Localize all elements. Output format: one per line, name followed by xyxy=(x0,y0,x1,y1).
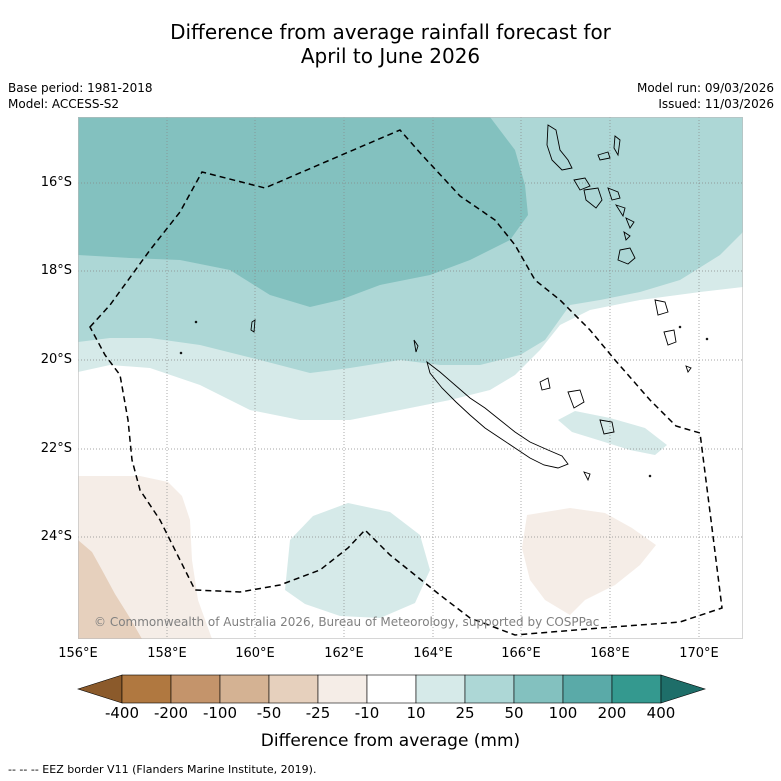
lon-label-160e: 160°E xyxy=(235,646,275,661)
colorbar-swatch xyxy=(170,674,221,704)
colorbar xyxy=(77,674,706,704)
colorbar-swatch xyxy=(464,674,515,704)
model-name: Model: ACCESS-S2 xyxy=(8,97,120,111)
map-gridlines xyxy=(78,117,743,639)
colorbar-tick: 50 xyxy=(504,704,524,722)
colorbar-extend-low xyxy=(77,674,123,704)
lon-label-162e: 162°E xyxy=(324,646,364,661)
colorbar-title: Difference from average (mm) xyxy=(260,731,521,751)
colorbar-tick: -25 xyxy=(305,704,331,722)
colorbar-tick: 200 xyxy=(597,704,627,722)
colorbar-tick: 100 xyxy=(548,704,578,722)
colorbar-tick: 400 xyxy=(646,704,676,722)
colorbar-tick: 10 xyxy=(406,704,426,722)
lat-label-16s: 16°S xyxy=(40,175,72,190)
colorbar-swatch xyxy=(415,674,466,704)
colorbar-tick: -10 xyxy=(354,704,380,722)
forecast-map xyxy=(78,117,743,639)
lon-label-168e: 168°E xyxy=(590,646,630,661)
lon-label-166e: 166°E xyxy=(501,646,541,661)
lat-label-20s: 20°S xyxy=(40,352,72,367)
colorbar-swatch xyxy=(562,674,613,704)
eez-border xyxy=(89,129,723,636)
map-frame xyxy=(78,117,743,639)
dry-25-50-region xyxy=(522,508,656,615)
small-islands xyxy=(179,299,709,478)
model-run: Model run: 09/03/2026 xyxy=(636,81,774,95)
eez-legend: -- -- -- EEZ border V11 (Flanders Marine… xyxy=(8,763,317,776)
lon-label-170e: 170°E xyxy=(679,646,719,661)
colorbar-swatch xyxy=(121,674,172,704)
lat-label-22s: 22°S xyxy=(40,441,72,456)
colorbar-swatch xyxy=(268,674,319,704)
colorbar-tick: -50 xyxy=(256,704,282,722)
lon-label-164e: 164°E xyxy=(413,646,453,661)
colorbar-swatch xyxy=(366,674,417,704)
colorbar-tick: -200 xyxy=(153,704,189,722)
base-period: Base period: 1981-2018 xyxy=(8,81,153,95)
copyright-notice: © Commonwealth of Australia 2026, Bureau… xyxy=(94,615,600,629)
colorbar-swatch xyxy=(611,674,662,704)
colorbar-swatch xyxy=(219,674,270,704)
colorbar-tick: -400 xyxy=(104,704,140,722)
vanuatu-islands xyxy=(546,124,636,265)
chart-title-line1: Difference from average rainfall forecas… xyxy=(170,20,611,44)
lon-label-156e: 156°E xyxy=(58,646,98,661)
wet-25-50-region xyxy=(558,411,667,455)
colorbar-tick: 25 xyxy=(455,704,475,722)
colorbar-swatch xyxy=(317,674,368,704)
lat-label-24s: 24°S xyxy=(40,529,72,544)
colorbar-extend-high xyxy=(660,674,706,704)
lat-label-18s: 18°S xyxy=(40,263,72,278)
colorbar-tick: -100 xyxy=(202,704,238,722)
lon-label-158e: 158°E xyxy=(147,646,187,661)
wet-100-200-region xyxy=(78,117,528,307)
colorbar-swatch xyxy=(513,674,564,704)
wet-25-50-region xyxy=(285,503,430,618)
chart-title-line2: April to June 2026 xyxy=(300,44,481,68)
dry-50-100-region xyxy=(78,540,142,639)
issued-date: Issued: 11/03/2026 xyxy=(658,97,774,111)
new-caledonia xyxy=(413,339,615,482)
